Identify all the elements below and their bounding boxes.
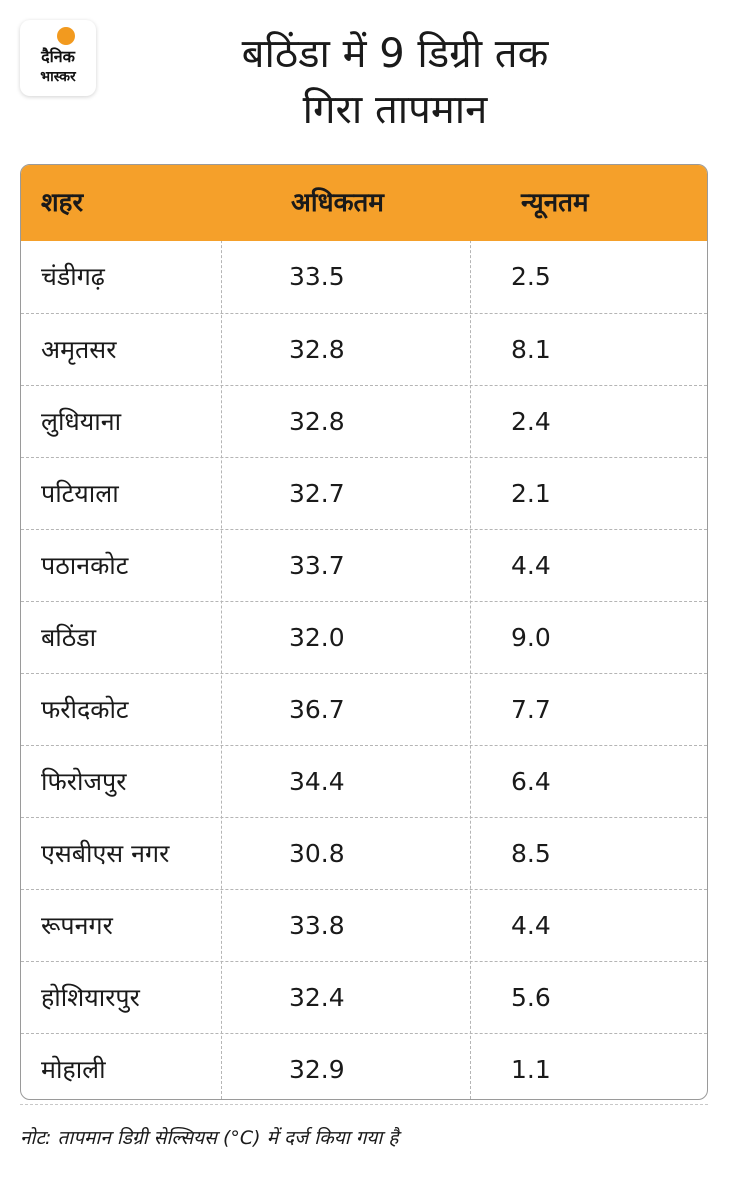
footnote: नोट: तापमान डिग्री सेल्सियस (°C) में दर्… [20, 1127, 399, 1149]
min-temp-cell: 4.4 [511, 911, 551, 940]
min-temp-cell: 4.4 [511, 551, 551, 580]
max-temp-cell: 32.8 [289, 407, 345, 436]
table-row: रूपनगर 33.8 4.4 [21, 889, 707, 961]
table-row: फरीदकोट 36.7 7.7 [21, 673, 707, 745]
city-cell: चंडीगढ़ [41, 262, 105, 291]
header-min: न्यूनतम [521, 188, 589, 218]
table-row: बठिंडा 32.0 9.0 [21, 601, 707, 673]
max-temp-cell: 32.0 [289, 623, 345, 652]
max-temp-cell: 32.8 [289, 335, 345, 364]
max-temp-cell: 34.4 [289, 767, 345, 796]
table-row: पटियाला 32.7 2.1 [21, 457, 707, 529]
min-temp-cell: 5.6 [511, 983, 551, 1012]
logo-text-line1: दैनिक [41, 47, 75, 66]
city-cell: रूपनगर [41, 911, 113, 940]
table-header: शहर अधिकतम न्यूनतम [21, 165, 707, 241]
table-row: चंडीगढ़ 33.5 2.5 [21, 241, 707, 313]
max-temp-cell: 33.8 [289, 911, 345, 940]
table-row: लुधियाना 32.8 2.4 [21, 385, 707, 457]
min-temp-cell: 2.1 [511, 479, 551, 508]
min-temp-cell: 8.5 [511, 839, 551, 868]
city-cell: अमृतसर [41, 335, 117, 364]
min-temp-cell: 6.4 [511, 767, 551, 796]
city-cell: पठानकोट [41, 551, 129, 580]
table-body: चंडीगढ़ 33.5 2.5 अमृतसर 32.8 8.1 लुधियान… [21, 241, 707, 1099]
page-title-line1: बठिंडा में 9 डिग्री तक [241, 31, 549, 77]
city-cell: फिरोजपुर [41, 767, 127, 796]
table-row: होशियारपुर 32.4 5.6 [21, 961, 707, 1033]
divider [20, 1104, 708, 1105]
table-row: फिरोजपुर 34.4 6.4 [21, 745, 707, 817]
max-temp-cell: 30.8 [289, 839, 345, 868]
max-temp-cell: 32.4 [289, 983, 345, 1012]
max-temp-cell: 32.9 [289, 1055, 345, 1084]
city-cell: बठिंडा [41, 623, 97, 652]
table-row: मोहाली 32.9 1.1 [21, 1033, 707, 1099]
page-title: बठिंडा में 9 डिग्री तक गिरा तापमान [140, 26, 650, 138]
min-temp-cell: 2.5 [511, 262, 551, 291]
header-max: अधिकतम [291, 188, 384, 218]
city-cell: मोहाली [41, 1055, 106, 1084]
page-title-line2: गिरा तापमान [302, 87, 488, 133]
max-temp-cell: 32.7 [289, 479, 345, 508]
table-row: अमृतसर 32.8 8.1 [21, 313, 707, 385]
min-temp-cell: 8.1 [511, 335, 551, 364]
sun-icon [57, 27, 75, 45]
table-row: एसबीएस नगर 30.8 8.5 [21, 817, 707, 889]
min-temp-cell: 2.4 [511, 407, 551, 436]
city-cell: होशियारपुर [41, 983, 140, 1012]
column-divider [221, 165, 222, 1099]
city-cell: एसबीएस नगर [41, 839, 170, 868]
column-divider [470, 165, 471, 1099]
max-temp-cell: 33.7 [289, 551, 345, 580]
city-cell: पटियाला [41, 479, 119, 508]
min-temp-cell: 1.1 [511, 1055, 551, 1084]
max-temp-cell: 36.7 [289, 695, 345, 724]
min-temp-cell: 7.7 [511, 695, 551, 724]
temperature-table: शहर अधिकतम न्यूनतम चंडीगढ़ 33.5 2.5 अमृत… [20, 164, 708, 1100]
header-city: शहर [41, 188, 84, 218]
city-cell: फरीदकोट [41, 695, 129, 724]
min-temp-cell: 9.0 [511, 623, 551, 652]
table-row: पठानकोट 33.7 4.4 [21, 529, 707, 601]
city-cell: लुधियाना [41, 407, 122, 436]
max-temp-cell: 33.5 [289, 262, 345, 291]
dainik-bhaskar-logo: दैनिक भास्कर [20, 20, 96, 96]
logo-text-line2: भास्कर [40, 69, 76, 85]
